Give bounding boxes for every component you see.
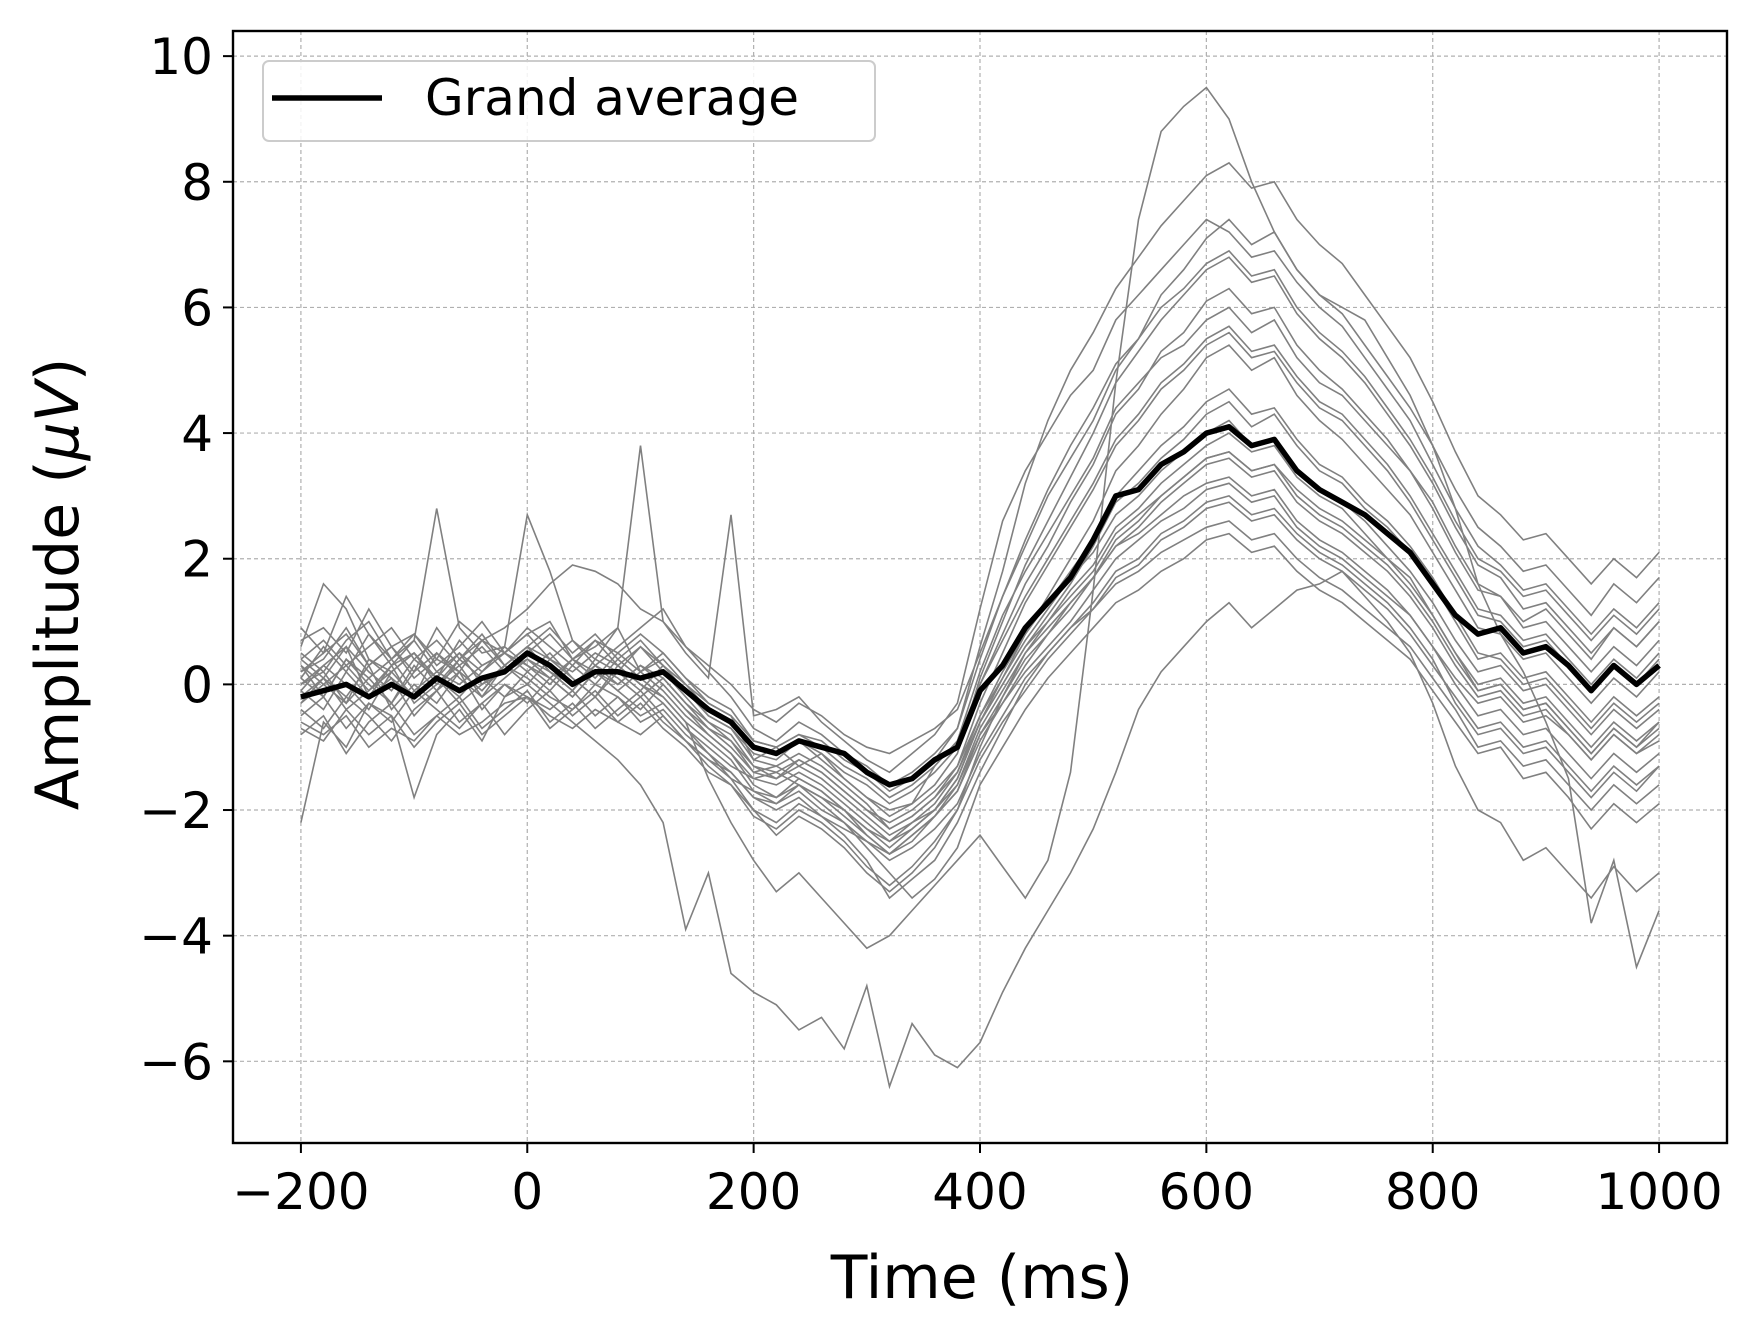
y-axis-ticks: −6 −4 −2 0 2 4 6 8 10 <box>139 28 233 1091</box>
y-tick-label: 10 <box>149 28 213 86</box>
subject-trace-s17 <box>300 249 1660 786</box>
subject-trace-s21 <box>300 388 1660 830</box>
subject-trace-s5 <box>300 218 1660 774</box>
subject-trace-s20 <box>300 476 1660 855</box>
grand-average-line <box>300 424 1661 788</box>
subject-trace-s4 <box>300 532 1660 900</box>
subject-trace-s24 <box>300 451 1660 856</box>
subject-trace-s18 <box>300 457 1660 855</box>
y-tick-label: 2 <box>181 531 213 589</box>
x-tick-label: 400 <box>932 1163 1027 1221</box>
y-axis-label-close: ) <box>23 358 93 381</box>
subject-trace-s14 <box>300 520 1660 862</box>
x-tick-label: 0 <box>511 1163 543 1221</box>
x-tick-label: 800 <box>1385 1163 1480 1221</box>
subject-traces <box>300 86 1660 1090</box>
y-tick-label: −6 <box>139 1033 213 1091</box>
y-tick-label: −2 <box>139 782 213 840</box>
y-tick-label: −4 <box>139 908 213 966</box>
x-tick-label: 1000 <box>1595 1163 1722 1221</box>
y-axis-label: Amplitude (μV) <box>23 358 93 811</box>
subject-trace-s19 <box>300 325 1660 799</box>
y-axis-label-unit: μV <box>23 377 93 461</box>
legend: Grand average <box>262 60 876 142</box>
subject-trace-s25 <box>300 419 1660 843</box>
x-tick-label: 600 <box>1159 1163 1254 1221</box>
x-axis-label: Time (ms) <box>830 1243 1133 1313</box>
subject-trace-s16 <box>300 501 1660 887</box>
y-tick-label: 0 <box>181 656 213 714</box>
y-tick-label: 6 <box>181 279 213 337</box>
x-tick-label: −200 <box>232 1163 369 1221</box>
subject-trace-s13 <box>300 161 1660 793</box>
x-tick-label: 200 <box>706 1163 801 1221</box>
y-tick-label: 4 <box>181 405 213 463</box>
y-tick-label: 8 <box>181 154 213 212</box>
y-axis-label-text: Amplitude ( <box>23 460 93 810</box>
grand-average-trace-group <box>300 424 1661 788</box>
legend-box <box>262 60 876 142</box>
legend-label-grand-average: Grand average <box>425 69 799 127</box>
x-axis-ticks: −200 0 200 400 600 800 1000 <box>232 1143 1723 1221</box>
